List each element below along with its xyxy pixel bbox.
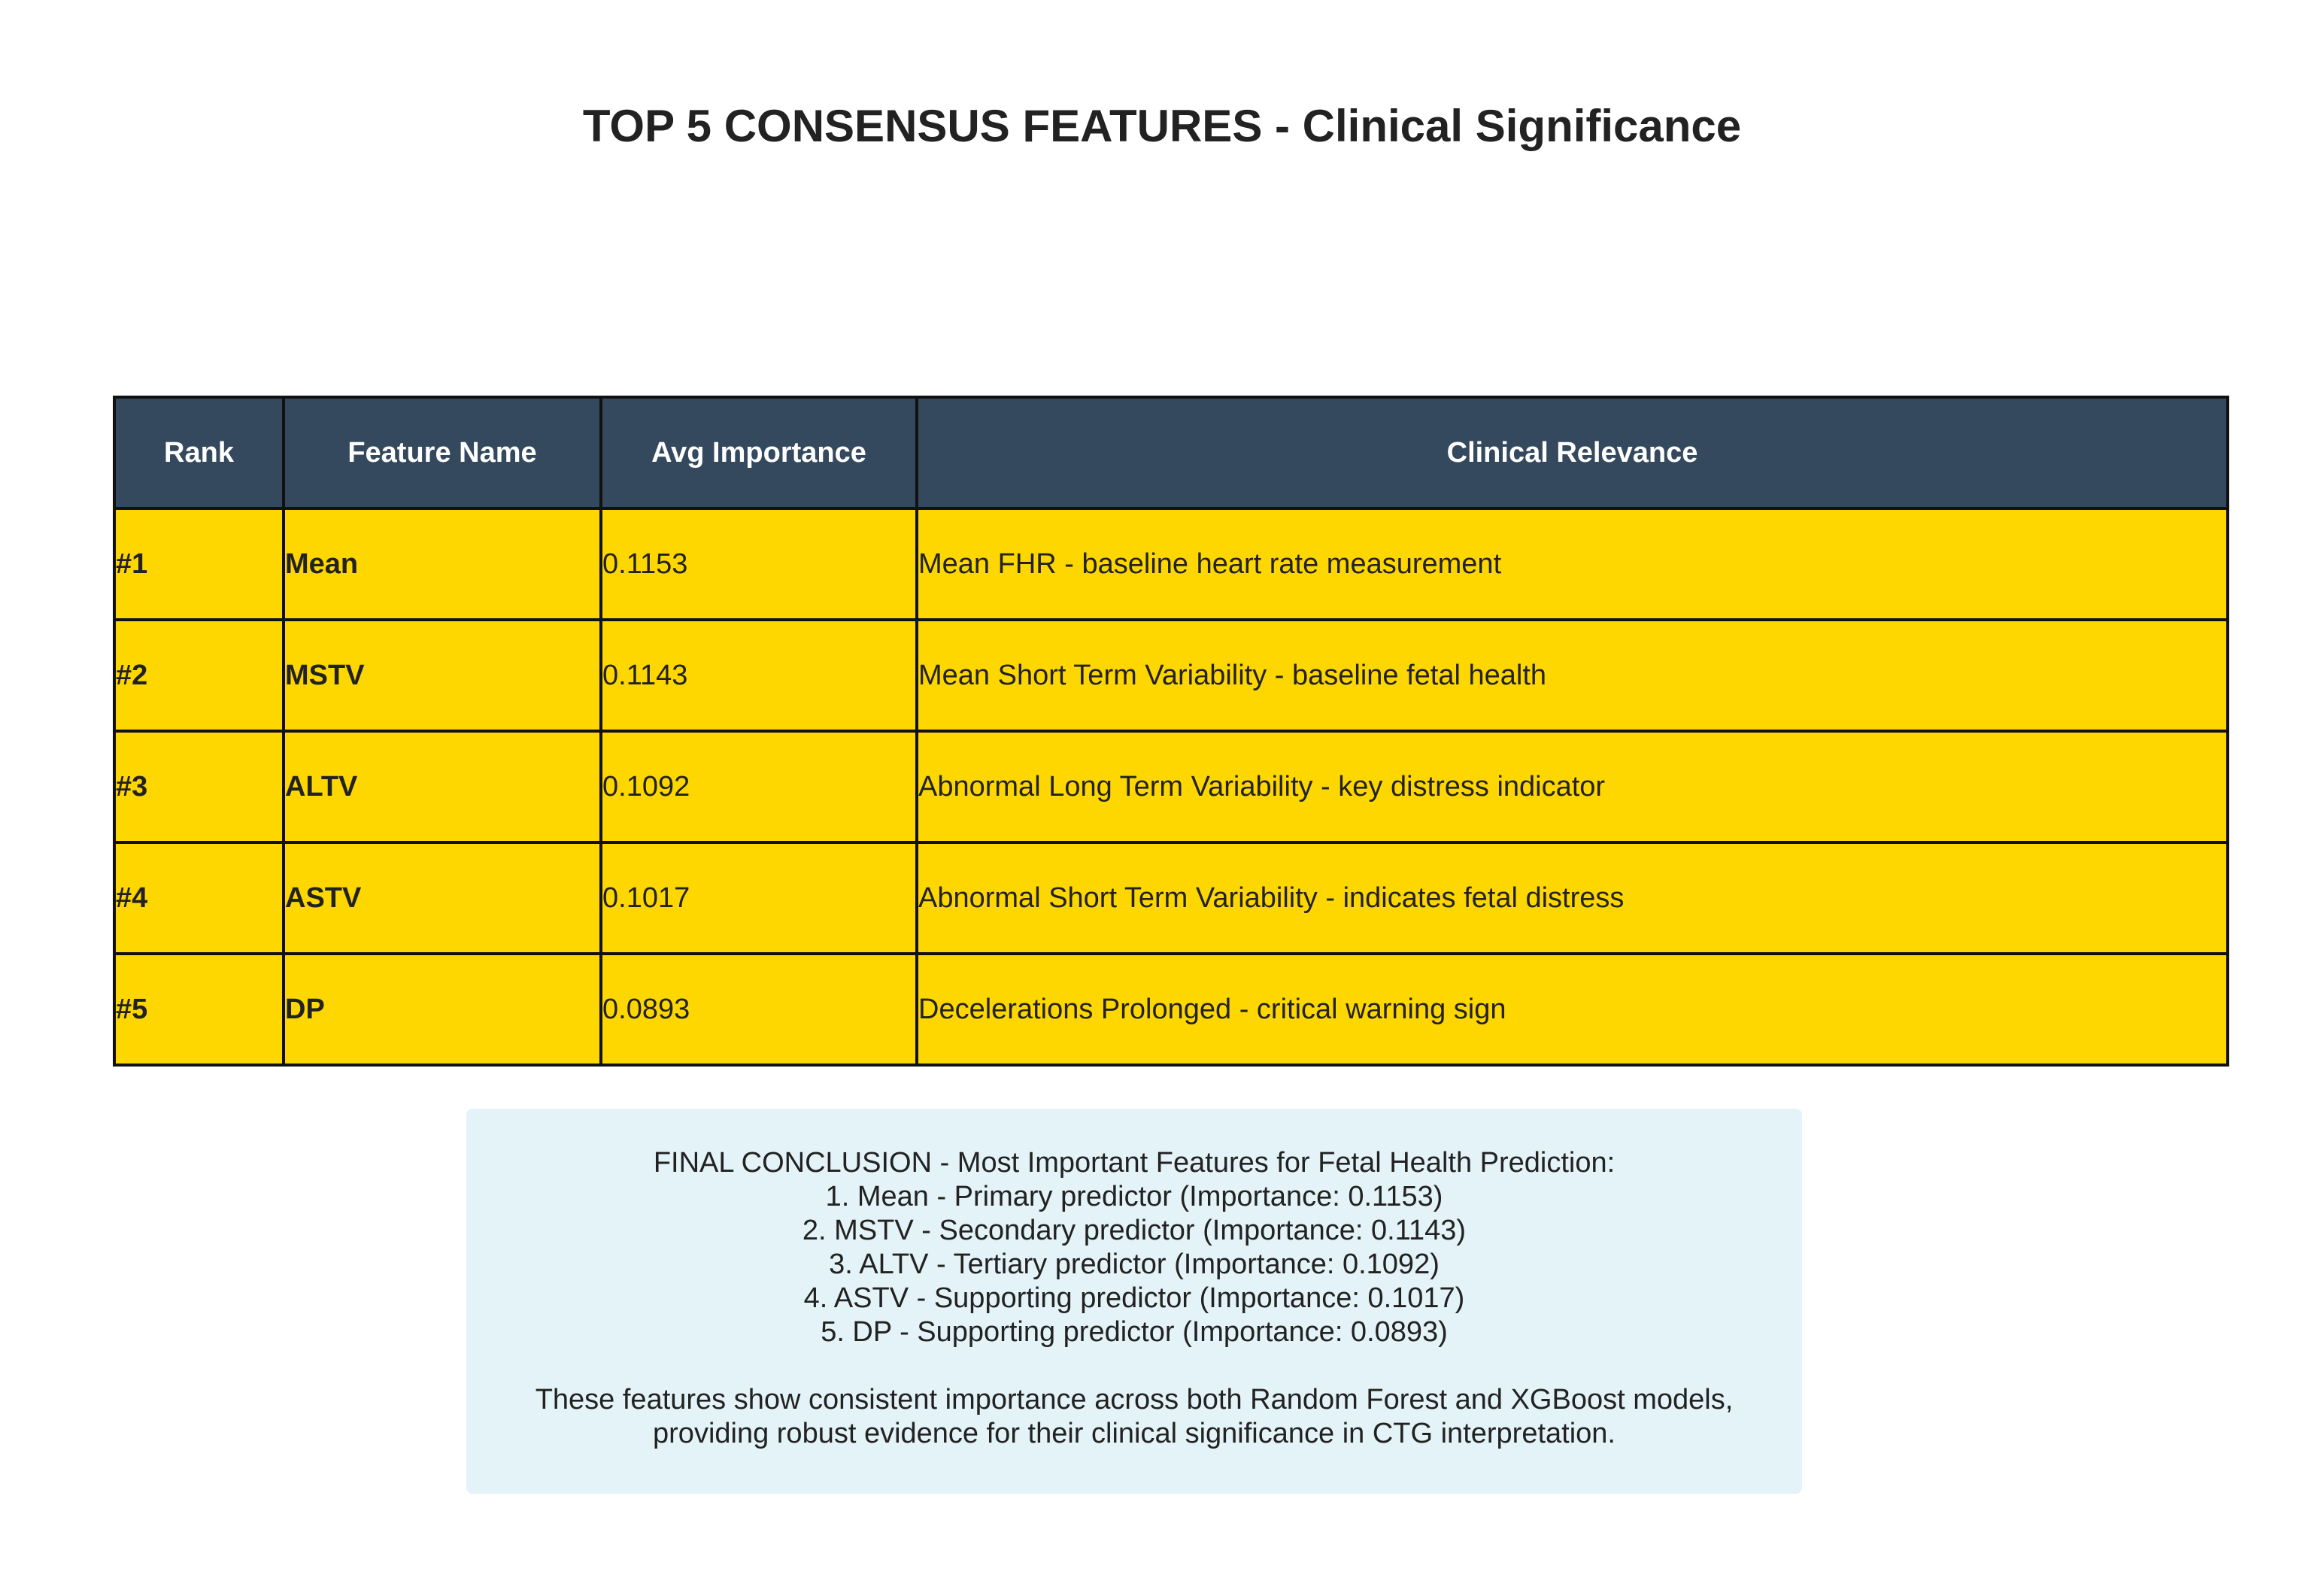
cell-feature-name: ASTV <box>282 841 602 955</box>
table-row: #1 Mean 0.1153 Mean FHR - baseline heart… <box>113 507 2229 621</box>
table-row: #4 ASTV 0.1017 Abnormal Short Term Varia… <box>113 841 2229 955</box>
cell-avg-importance: 0.0893 <box>599 952 918 1067</box>
column-header-feature-name: Feature Name <box>282 396 602 510</box>
cell-avg-importance: 0.1153 <box>599 507 918 621</box>
conclusion-box: FINAL CONCLUSION - Most Important Featur… <box>466 1109 1802 1494</box>
conclusion-footer-line: These features show consistent importanc… <box>535 1384 1734 1416</box>
feature-table: Rank Feature Name Avg Importance Clinica… <box>113 396 2229 1067</box>
cell-avg-importance: 0.1017 <box>599 841 918 955</box>
conclusion-line: 2. MSTV - Secondary predictor (Importanc… <box>802 1215 1467 1246</box>
cell-rank: #3 <box>113 730 285 844</box>
conclusion-line: 1. Mean - Primary predictor (Importance:… <box>825 1181 1443 1212</box>
cell-feature-name: Mean <box>282 507 602 621</box>
cell-clinical-relevance: Mean FHR - baseline heart rate measureme… <box>915 507 2229 621</box>
conclusion-line: 3. ALTV - Tertiary predictor (Importance… <box>829 1249 1440 1280</box>
table-row: #3 ALTV 0.1092 Abnormal Long Term Variab… <box>113 730 2229 844</box>
conclusion-heading: FINAL CONCLUSION - Most Important Featur… <box>653 1147 1616 1179</box>
column-header-rank: Rank <box>113 396 285 510</box>
cell-feature-name: MSTV <box>282 618 602 733</box>
conclusion-line: 4. ASTV - Supporting predictor (Importan… <box>803 1282 1465 1314</box>
cell-rank: #5 <box>113 952 285 1067</box>
table-row: #5 DP 0.0893 Decelerations Prolonged - c… <box>113 952 2229 1067</box>
conclusion-spacer <box>466 1349 1802 1383</box>
cell-clinical-relevance: Abnormal Short Term Variability - indica… <box>915 841 2229 955</box>
table-row: #2 MSTV 0.1143 Mean Short Term Variabili… <box>113 618 2229 733</box>
column-header-clinical-relevance: Clinical Relevance <box>915 396 2229 510</box>
conclusion-line: 5. DP - Supporting predictor (Importance… <box>821 1316 1448 1348</box>
conclusion-footer-line: providing robust evidence for their clin… <box>653 1418 1616 1449</box>
cell-clinical-relevance: Decelerations Prolonged - critical warni… <box>915 952 2229 1067</box>
cell-clinical-relevance: Mean Short Term Variability - baseline f… <box>915 618 2229 733</box>
column-header-avg-importance: Avg Importance <box>599 396 918 510</box>
cell-feature-name: ALTV <box>282 730 602 844</box>
cell-feature-name: DP <box>282 952 602 1067</box>
cell-avg-importance: 0.1092 <box>599 730 918 844</box>
cell-clinical-relevance: Abnormal Long Term Variability - key dis… <box>915 730 2229 844</box>
chart-title: TOP 5 CONSENSUS FEATURES - Clinical Sign… <box>582 101 1742 151</box>
cell-avg-importance: 0.1143 <box>599 618 918 733</box>
table-header-row: Rank Feature Name Avg Importance Clinica… <box>113 396 2229 510</box>
cell-rank: #4 <box>113 841 285 955</box>
cell-rank: #1 <box>113 507 285 621</box>
cell-rank: #2 <box>113 618 285 733</box>
